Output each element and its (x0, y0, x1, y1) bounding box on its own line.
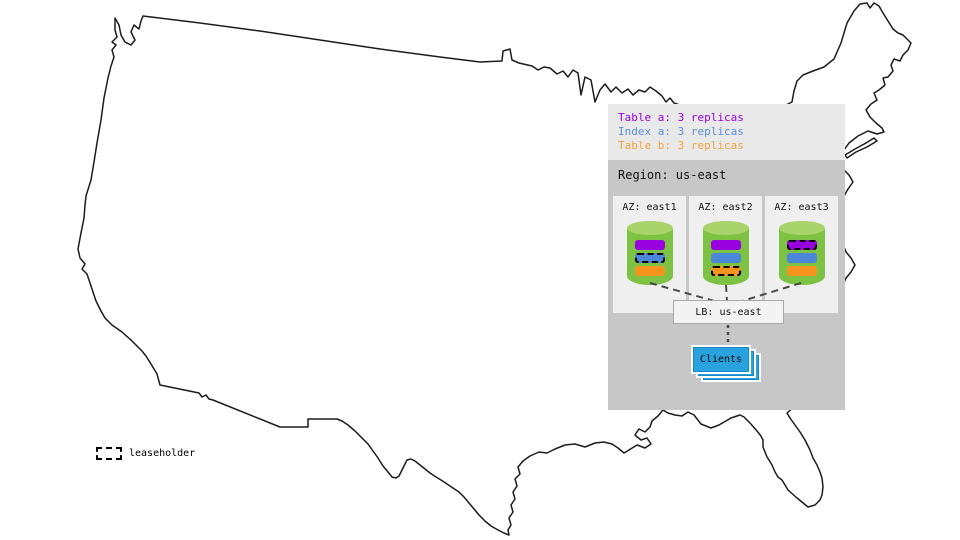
replica-bar-table-b (710, 266, 741, 276)
leaseholder-swatch (96, 447, 122, 460)
replica-bars (710, 240, 741, 276)
region-title: Region: us-east (618, 168, 727, 182)
cylinder-top (626, 221, 673, 235)
az-east3: AZ: east3 (765, 196, 838, 313)
map-outline-path (77, 2, 912, 536)
az-east3-label: AZ: east3 (774, 202, 829, 213)
database-cylinder (778, 221, 825, 285)
database-cylinder (702, 221, 749, 285)
cylinder-top (702, 221, 749, 235)
az-east2: AZ: east2 (689, 196, 762, 313)
region-us-east: Region: us-east AZ: east1 (608, 160, 845, 410)
load-balancer-box: LB: us-east (673, 300, 784, 324)
replica-bar-table-a (786, 240, 817, 250)
replica-bars (634, 240, 665, 276)
az-east1-label: AZ: east1 (622, 202, 677, 213)
replica-bar-index-a (710, 253, 741, 263)
replica-bar-table-a (710, 240, 741, 250)
legend-table-b: Table b: 3 replicas (618, 139, 744, 152)
az-east2-label: AZ: east2 (698, 202, 753, 213)
cylinder-top (778, 221, 825, 235)
replica-bar-index-a (634, 253, 665, 263)
replica-bar-table-b (634, 266, 665, 276)
legend-index-a: Index a: 3 replicas (618, 125, 744, 138)
database-cylinder (626, 221, 673, 285)
replica-bar-table-a (634, 240, 665, 250)
clients-layer-front (693, 347, 749, 372)
replica-bar-table-b (786, 266, 817, 276)
leaseholder-key: leaseholder (96, 447, 195, 460)
replica-legend: Table a: 3 replicas Index a: 3 replicas … (608, 104, 845, 160)
replica-bar-index-a (786, 253, 817, 263)
clients-label: Clients (699, 354, 743, 365)
long-island-outline (844, 137, 878, 159)
clients-stack: Clients (693, 347, 759, 380)
legend-table-a: Table a: 3 replicas (618, 111, 744, 124)
load-balancer-label: LB: us-east (695, 306, 762, 318)
az-row: AZ: east1 AZ: east2 (613, 196, 840, 313)
leaseholder-label: leaseholder (129, 448, 196, 459)
az-east1: AZ: east1 (613, 196, 686, 313)
topology-diagram: Table a: 3 replicas Index a: 3 replicas … (608, 104, 845, 410)
replica-bars (786, 240, 817, 276)
